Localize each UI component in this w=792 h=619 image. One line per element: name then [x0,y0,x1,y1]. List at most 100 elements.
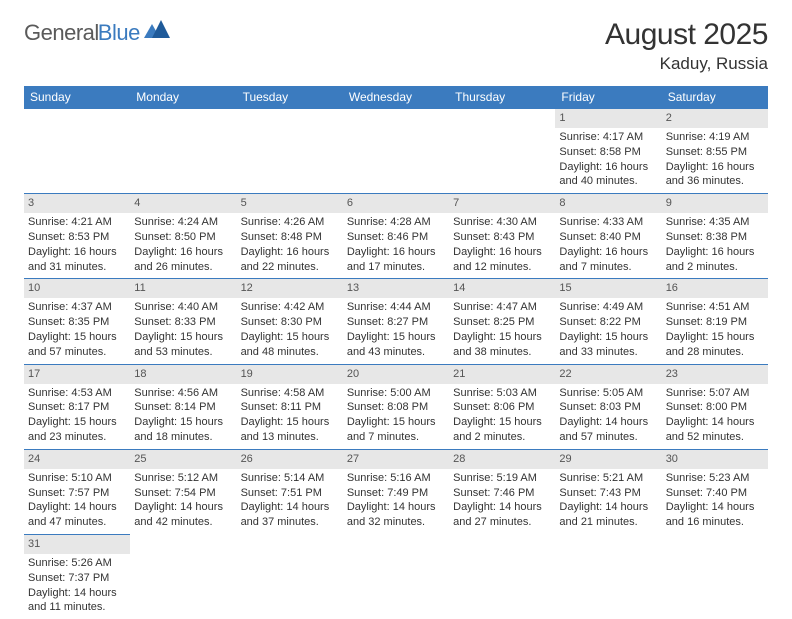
sunset-text: Sunset: 7:54 PM [134,486,232,501]
day-number: 28 [449,450,555,469]
calendar-cell [130,109,236,194]
sunrise-text: Sunrise: 5:05 AM [559,386,657,401]
sunset-text: Sunset: 8:03 PM [559,400,657,415]
sunrise-text: Sunrise: 5:10 AM [28,471,126,486]
day-number: 7 [449,194,555,213]
sunrise-text: Sunrise: 4:56 AM [134,386,232,401]
calendar-cell [24,109,130,194]
sunset-text: Sunset: 7:37 PM [28,571,126,586]
sunset-text: Sunset: 7:49 PM [347,486,445,501]
day-number: 12 [237,279,343,298]
calendar-week-row: 17Sunrise: 4:53 AMSunset: 8:17 PMDayligh… [24,364,768,449]
sunrise-text: Sunrise: 5:23 AM [666,471,764,486]
cell-body: Sunrise: 4:53 AMSunset: 8:17 PMDaylight:… [24,384,130,449]
day-number: 20 [343,365,449,384]
daylight-text: Daylight: 16 hours and 12 minutes. [453,245,551,275]
header: General Blue August 2025 Kaduy, Russia [24,18,768,74]
daylight-text: Daylight: 16 hours and 7 minutes. [559,245,657,275]
day-number [449,109,555,128]
sunrise-text: Sunrise: 4:58 AM [241,386,339,401]
daylight-text: Daylight: 16 hours and 36 minutes. [666,160,764,190]
cell-body: Sunrise: 4:35 AMSunset: 8:38 PMDaylight:… [662,213,768,278]
calendar-cell [449,109,555,194]
calendar-cell: 12Sunrise: 4:42 AMSunset: 8:30 PMDayligh… [237,279,343,364]
calendar-cell [662,535,768,619]
cell-body: Sunrise: 5:12 AMSunset: 7:54 PMDaylight:… [130,469,236,534]
sunrise-text: Sunrise: 4:35 AM [666,215,764,230]
cell-body: Sunrise: 4:47 AMSunset: 8:25 PMDaylight:… [449,298,555,363]
daylight-text: Daylight: 14 hours and 52 minutes. [666,415,764,445]
daylight-text: Daylight: 15 hours and 48 minutes. [241,330,339,360]
day-number: 9 [662,194,768,213]
sunrise-text: Sunrise: 4:42 AM [241,300,339,315]
sunset-text: Sunset: 8:55 PM [666,145,764,160]
cell-body: Sunrise: 5:03 AMSunset: 8:06 PMDaylight:… [449,384,555,449]
sunrise-text: Sunrise: 4:30 AM [453,215,551,230]
day-number: 3 [24,194,130,213]
day-number: 10 [24,279,130,298]
daylight-text: Daylight: 14 hours and 57 minutes. [559,415,657,445]
day-number: 16 [662,279,768,298]
calendar-cell: 21Sunrise: 5:03 AMSunset: 8:06 PMDayligh… [449,364,555,449]
sunset-text: Sunset: 8:33 PM [134,315,232,330]
weekday-header: Wednesday [343,86,449,109]
cell-body: Sunrise: 5:26 AMSunset: 7:37 PMDaylight:… [24,554,130,619]
sunrise-text: Sunrise: 4:17 AM [559,130,657,145]
calendar-cell: 24Sunrise: 5:10 AMSunset: 7:57 PMDayligh… [24,449,130,534]
daylight-text: Daylight: 15 hours and 2 minutes. [453,415,551,445]
daylight-text: Daylight: 14 hours and 42 minutes. [134,500,232,530]
sunrise-text: Sunrise: 5:00 AM [347,386,445,401]
cell-body: Sunrise: 5:05 AMSunset: 8:03 PMDaylight:… [555,384,661,449]
sunset-text: Sunset: 8:11 PM [241,400,339,415]
weekday-header: Friday [555,86,661,109]
day-number: 5 [237,194,343,213]
sunset-text: Sunset: 8:48 PM [241,230,339,245]
sunrise-text: Sunrise: 5:14 AM [241,471,339,486]
sunrise-text: Sunrise: 4:21 AM [28,215,126,230]
daylight-text: Daylight: 16 hours and 2 minutes. [666,245,764,275]
calendar-cell: 16Sunrise: 4:51 AMSunset: 8:19 PMDayligh… [662,279,768,364]
cell-body: Sunrise: 4:24 AMSunset: 8:50 PMDaylight:… [130,213,236,278]
calendar-week-row: 3 Sunrise: 4:21 AMSunset: 8:53 PM Daylight… [24,194,768,279]
sunset-text: Sunset: 8:53 PM [28,230,126,245]
cell-body: Sunrise: 4:44 AMSunset: 8:27 PMDaylight:… [343,298,449,363]
calendar-cell: 27Sunrise: 5:16 AMSunset: 7:49 PMDayligh… [343,449,449,534]
calendar-table: SundayMondayTuesdayWednesdayThursdayFrid… [24,86,768,619]
sunset-text: Sunset: 8:46 PM [347,230,445,245]
day-number: 6 [343,194,449,213]
weekday-header: Saturday [662,86,768,109]
sunset-text: Sunset: 8:00 PM [666,400,764,415]
day-number: 29 [555,450,661,469]
daylight-text: Daylight: 15 hours and 23 minutes. [28,415,126,445]
sunrise-text: Sunrise: 4:28 AM [347,215,445,230]
calendar-cell [237,535,343,619]
sunrise-text: Sunrise: 4:47 AM [453,300,551,315]
sunset-text: Sunset: 7:51 PM [241,486,339,501]
sunrise-text: Sunrise: 5:19 AM [453,471,551,486]
cell-body: Sunrise: 4:51 AMSunset: 8:19 PMDaylight:… [662,298,768,363]
sunset-text: Sunset: 8:25 PM [453,315,551,330]
cell-body: Sunrise: 5:21 AMSunset: 7:43 PMDaylight:… [555,469,661,534]
calendar-cell: 14Sunrise: 4:47 AMSunset: 8:25 PMDayligh… [449,279,555,364]
calendar-cell: 4Sunrise: 4:24 AMSunset: 8:50 PMDaylight… [130,194,236,279]
calendar-cell: 22Sunrise: 5:05 AMSunset: 8:03 PMDayligh… [555,364,661,449]
cell-body: Sunrise: 4:26 AMSunset: 8:48 PMDaylight:… [237,213,343,278]
sunrise-text: Sunrise: 5:12 AM [134,471,232,486]
logo-text-blue: Blue [98,20,140,46]
daylight-text: Daylight: 14 hours and 21 minutes. [559,500,657,530]
logo-text-general: General [24,20,99,46]
day-number [237,535,343,554]
sunrise-text: Sunrise: 5:03 AM [453,386,551,401]
sunrise-text: Sunrise: 4:19 AM [666,130,764,145]
sunrise-text: Sunrise: 4:51 AM [666,300,764,315]
calendar-week-row: 24Sunrise: 5:10 AMSunset: 7:57 PMDayligh… [24,449,768,534]
calendar-cell [555,535,661,619]
calendar-week-row: 10Sunrise: 4:37 AMSunset: 8:35 PMDayligh… [24,279,768,364]
calendar-cell: 23Sunrise: 5:07 AMSunset: 8:00 PMDayligh… [662,364,768,449]
day-number: 24 [24,450,130,469]
cell-body: Sunrise: 5:19 AMSunset: 7:46 PMDaylight:… [449,469,555,534]
calendar-week-row: 31Sunrise: 5:26 AMSunset: 7:37 PMDayligh… [24,535,768,619]
calendar-cell [343,535,449,619]
calendar-cell: 5Sunrise: 4:26 AMSunset: 8:48 PMDaylight… [237,194,343,279]
sunrise-text: Sunrise: 5:21 AM [559,471,657,486]
